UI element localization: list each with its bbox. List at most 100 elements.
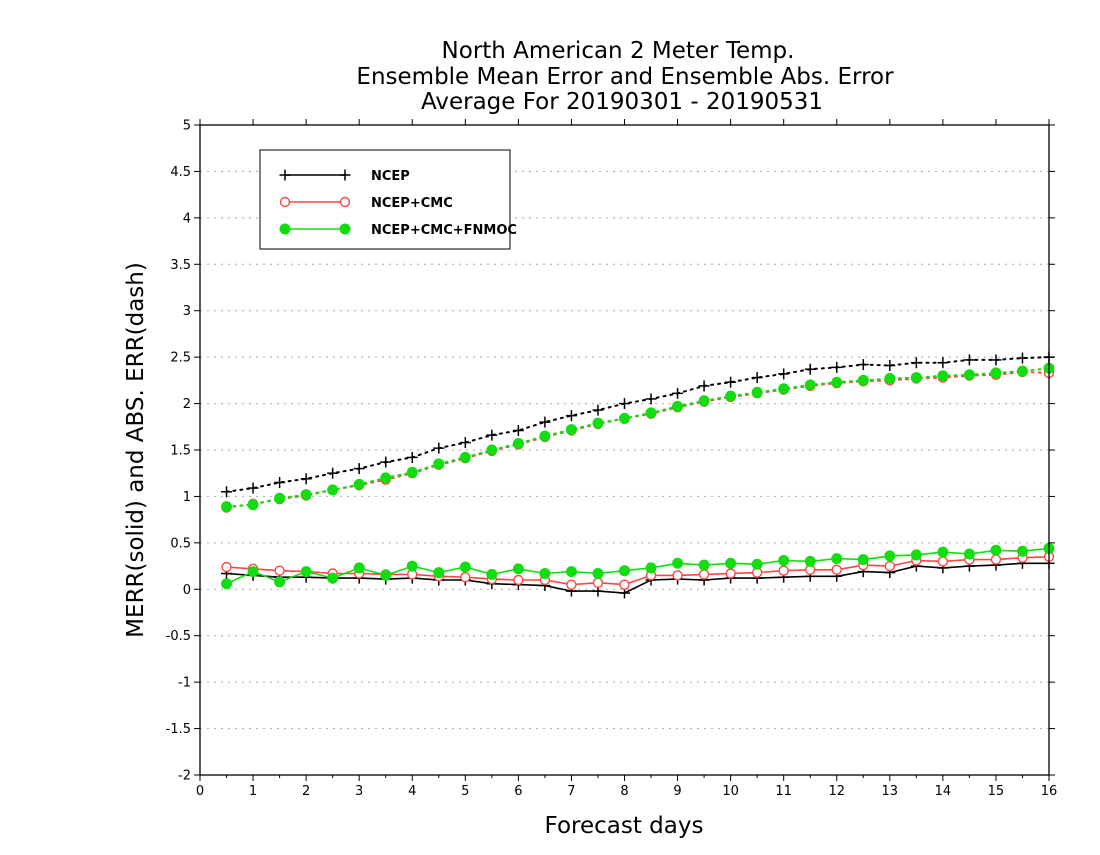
merr-point	[990, 554, 1002, 565]
abs-err-point	[831, 376, 843, 388]
merr-point	[406, 560, 418, 572]
abs-err-point	[353, 478, 365, 490]
legend-marker	[339, 169, 351, 181]
merr-point	[274, 576, 286, 588]
abs-err-point	[725, 390, 737, 402]
abs-err-point	[857, 359, 869, 371]
merr-point	[619, 565, 630, 577]
merr-point	[619, 579, 630, 590]
abs-err-point	[539, 416, 551, 428]
abs-err-point	[300, 489, 312, 501]
merr-point	[884, 550, 896, 562]
abs-err-point	[274, 492, 286, 504]
y-tick-label: -1	[178, 676, 191, 691]
y-tick-label: 0	[183, 583, 191, 598]
merr-point	[460, 572, 471, 583]
legend-marker	[279, 223, 291, 235]
abs-err-point	[592, 417, 604, 429]
abs-err-point	[433, 458, 445, 470]
abs-err-point	[300, 473, 312, 485]
abs-err-point	[884, 360, 896, 371]
x-tick-label: 12	[828, 784, 845, 799]
legend-marker	[279, 169, 291, 181]
abs-err-point	[884, 373, 896, 384]
legend-label: NCEP+CMC	[371, 196, 453, 211]
legend-marker	[339, 223, 351, 235]
y-tick-label: 5	[183, 119, 191, 134]
y-tick-label: 1.5	[170, 444, 191, 459]
abs-err-point	[751, 372, 763, 384]
chart-title-line-3: Average For 20190301 - 20190531	[421, 89, 823, 115]
merr-point	[380, 569, 392, 581]
x-tick-label: 0	[196, 784, 204, 799]
merr-point	[751, 558, 763, 570]
abs-err-point	[1016, 352, 1028, 364]
abs-err-point	[327, 484, 339, 496]
x-tick-label: 10	[722, 784, 739, 799]
abs-err-point	[698, 380, 710, 392]
merr-point	[353, 562, 365, 574]
y-tick-label: 1	[183, 490, 191, 505]
legend-entry: NCEP+CMC+FNMOC	[279, 223, 517, 238]
abs-err-point	[247, 482, 259, 494]
abs-err-point	[486, 429, 498, 441]
merr-point	[698, 569, 710, 580]
legend-label: NCEP	[371, 169, 410, 184]
abs-err-line	[225, 367, 1050, 508]
series-ncep-cmc-fnmoc	[221, 362, 1055, 590]
abs-err-point	[778, 368, 790, 380]
abs-err-point	[380, 456, 392, 468]
abs-err-point	[619, 412, 630, 424]
x-tick-label: 6	[514, 784, 522, 799]
abs-err-point	[512, 425, 524, 436]
abs-err-point	[937, 357, 949, 369]
merr-point	[459, 561, 471, 573]
x-tick-label: 15	[988, 784, 1005, 799]
abs-err-point	[698, 395, 710, 407]
legend-marker	[279, 196, 291, 208]
y-tick-label: 3.5	[170, 258, 191, 273]
abs-err-point	[565, 424, 577, 436]
y-axis-label: MERR(solid) and ABS. ERR(dash)	[123, 262, 149, 638]
chart-title-line-2: Ensemble Mean Error and Ensemble Abs. Er…	[356, 64, 894, 90]
abs-err-point	[274, 477, 286, 488]
y-tick-label: 2.5	[170, 351, 191, 366]
merr-point	[804, 555, 816, 567]
x-tick-label: 4	[408, 784, 416, 799]
merr-point	[725, 557, 737, 569]
merr-point	[831, 564, 842, 575]
merr-point	[274, 565, 285, 576]
legend-entry: NCEP+CMC	[279, 196, 453, 211]
y-tick-label: 4	[183, 211, 191, 226]
y-tick-label: 3	[183, 304, 191, 319]
abs-err-point	[778, 383, 790, 395]
merr-point	[565, 566, 577, 578]
abs-err-point	[804, 363, 816, 375]
abs-err-point	[221, 501, 233, 513]
merr-point	[963, 548, 975, 560]
abs-err-point	[486, 444, 498, 456]
abs-err-point	[672, 387, 684, 399]
merr-point	[990, 544, 1002, 556]
y-tick-label: -0.5	[166, 629, 191, 644]
merr-point	[513, 574, 524, 586]
legend-entry: NCEP	[279, 169, 410, 184]
abs-err-line	[225, 370, 1050, 509]
abs-err-point	[565, 410, 577, 422]
y-axis-ticks: -2 -1.5 -1 -0.5 0 0.5 1 1.5 2 2.5 3 3.5 4 4.5 5	[166, 119, 1055, 784]
series-group	[221, 351, 1055, 599]
abs-err-point	[512, 438, 524, 449]
merr-point	[566, 579, 577, 590]
abs-err-point	[963, 354, 975, 366]
y-tick-label: 2	[183, 397, 191, 412]
x-axis-label: Forecast days	[545, 813, 704, 839]
abs-err-point	[831, 361, 843, 373]
legend-box	[259, 149, 511, 250]
merr-point	[592, 577, 604, 588]
abs-err-point	[380, 472, 392, 484]
abs-err-point	[857, 374, 869, 386]
legend-label: NCEP+CMC+FNMOC	[371, 223, 517, 238]
abs-err-point	[645, 393, 657, 405]
merr-line	[226, 562, 1049, 594]
